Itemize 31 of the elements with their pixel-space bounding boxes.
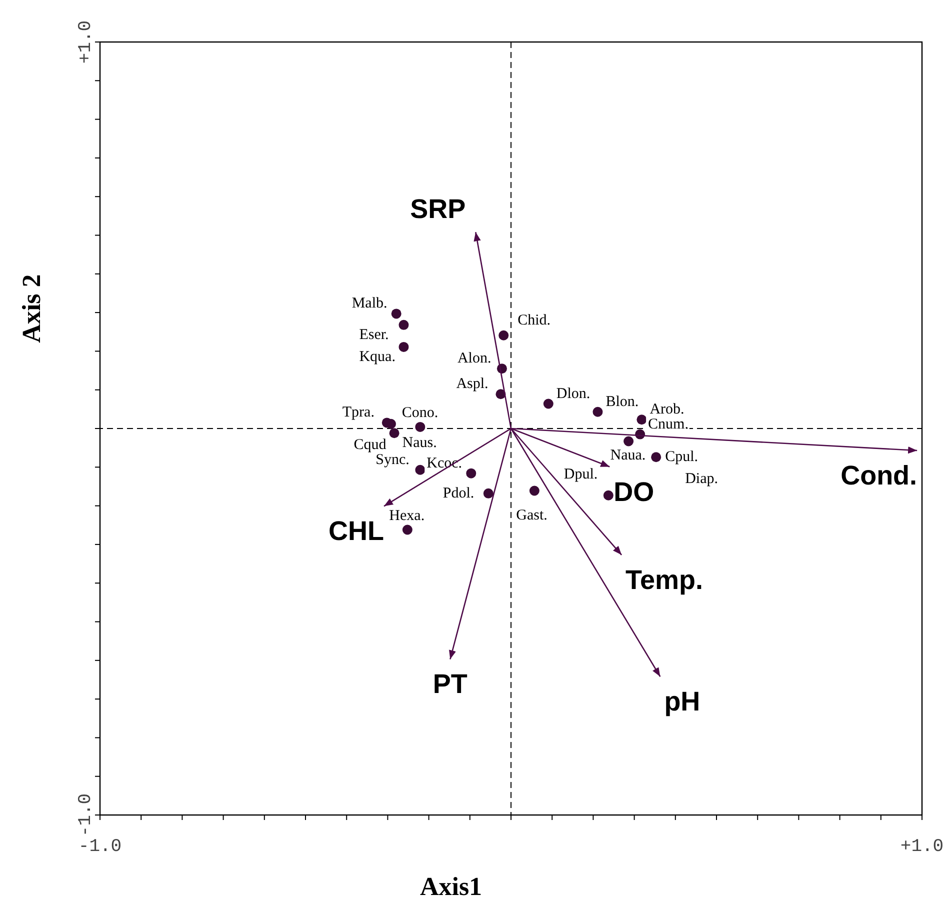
- data-label: Kqua.: [359, 348, 396, 365]
- data-label: Sync.: [376, 452, 410, 468]
- data-label: Cpul.: [665, 449, 698, 466]
- data-label: Alon.: [457, 350, 492, 367]
- x-axis-title: Axis1: [420, 872, 482, 901]
- data-label: Naus.: [402, 435, 437, 452]
- y-axis-title: Axis 2: [17, 274, 46, 343]
- series-label: Temp.: [626, 564, 704, 595]
- data-label: Naua.: [610, 447, 646, 464]
- data-label: Chid.: [518, 312, 551, 328]
- data-label: Eser.: [359, 326, 389, 343]
- series-label: pH: [664, 686, 700, 717]
- data-label: Gast.: [516, 508, 548, 524]
- series-label: DO: [614, 476, 654, 507]
- data-label: Aspl.: [456, 376, 488, 392]
- data-label: Cnum.: [648, 416, 688, 432]
- series-label: Cond.: [840, 460, 918, 491]
- series-label: CHL: [328, 516, 384, 546]
- data-label: Dpul.: [564, 466, 598, 482]
- data-label: Cqud: [354, 436, 387, 453]
- data-label: Hexa.: [389, 508, 425, 524]
- data-label: Blon.: [606, 394, 639, 410]
- data-label: Tpra.: [342, 404, 374, 421]
- series-label: SRP: [410, 194, 466, 224]
- data-label: Cono.: [402, 404, 438, 421]
- data-label: Pdol.: [442, 485, 474, 502]
- data-label: Malb.: [352, 296, 388, 312]
- data-label: Arob.: [650, 402, 684, 418]
- annotation: Diap.: [685, 471, 718, 488]
- data-label: Dlon.: [556, 386, 590, 402]
- series-label: PT: [432, 669, 468, 700]
